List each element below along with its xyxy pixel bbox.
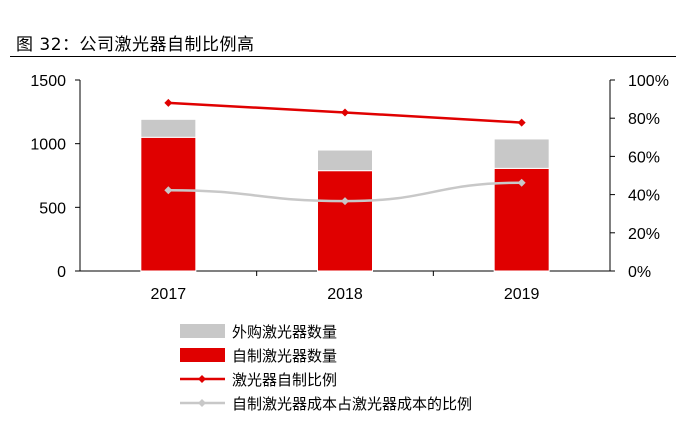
line-point-marker [164,186,173,195]
left-tick-label: 500 [39,200,66,217]
right-tick-label: 80% [628,111,660,128]
right-tick-label: 0% [628,264,651,281]
bar-purchased [493,138,550,169]
left-tick-label: 1500 [30,73,66,90]
line-point-marker [341,197,349,206]
x-tick-label: 2019 [504,286,540,303]
legend-label: 外购激光器数量 [232,323,337,341]
legend-swatch-marker [198,375,206,383]
legend-swatch-bar [180,348,225,362]
x-tick-label: 2017 [151,286,187,303]
right-tick-label: 60% [628,149,660,166]
legend-label: 激光器自制比例 [232,371,337,389]
title-rule [10,56,676,57]
legend-label: 自制激光器成本占激光器成本的比例 [232,395,472,413]
line-point-marker [517,178,526,187]
line-point-marker [517,118,526,127]
right-tick-label: 100% [628,73,669,90]
left-tick-label: 0 [57,264,66,281]
bar-purchased [140,118,197,138]
line-point-marker [341,108,349,117]
line-point-marker [164,98,173,107]
bar-purchased [317,149,373,172]
right-tick-label: 20% [628,226,660,243]
legend-label: 自制激光器数量 [232,347,337,365]
x-tick-label: 2018 [327,286,363,303]
bar-self-made [317,170,373,272]
legend-swatch-bar [180,324,225,338]
figure-title: 图 32：公司激光器自制比例高 [16,35,255,55]
legend-swatch-marker [198,399,206,407]
right-tick-label: 40% [628,188,660,205]
left-tick-label: 1000 [30,137,66,154]
bar-self-made [140,136,197,272]
